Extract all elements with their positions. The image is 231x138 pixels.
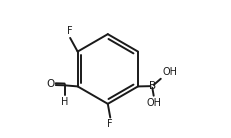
Text: O: O [46, 79, 54, 89]
Text: F: F [66, 26, 72, 36]
Text: OH: OH [146, 98, 161, 108]
Text: H: H [61, 97, 68, 107]
Text: F: F [107, 119, 112, 129]
Text: B: B [148, 81, 155, 91]
Text: OH: OH [162, 67, 177, 77]
